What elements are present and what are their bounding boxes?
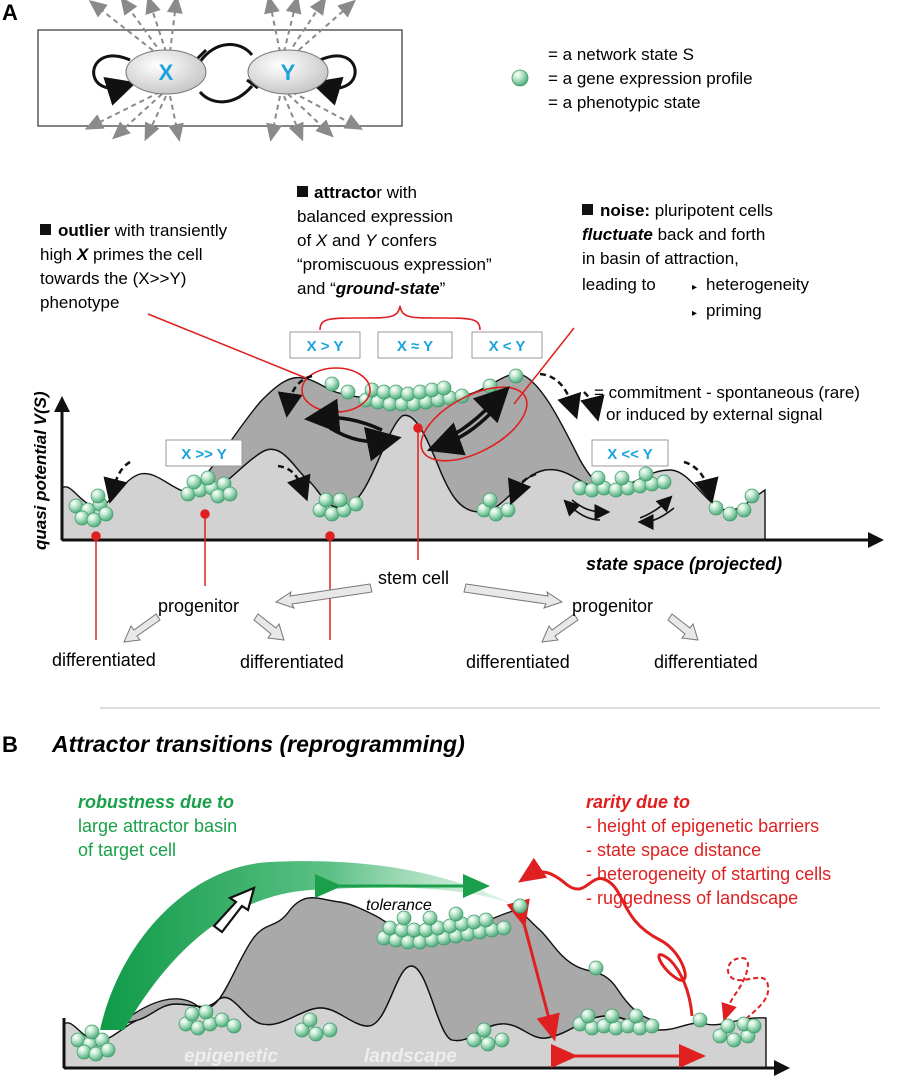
attractor-line-3-mid: and [327, 231, 365, 250]
attractor-line-3-rest: confers [376, 231, 436, 250]
rarity-item-4: - ruggedness of landscape [586, 888, 798, 908]
svg-text:▸: ▸ [692, 282, 697, 293]
noise-bold: noise: [600, 201, 650, 220]
attractor-bold: attracto [314, 183, 376, 202]
y-axis-arrow-icon [54, 396, 70, 412]
noise-fluctuate: fluctuate [582, 225, 653, 244]
attractor-brace [319, 305, 481, 331]
svg-text:outlier with transiently: outlier with transiently [58, 221, 228, 240]
robustness-arc [100, 861, 520, 1030]
rarity-item-1: - height of epigenetic barriers [586, 816, 819, 836]
attractor-line-5-post: ” [440, 279, 446, 298]
commitment-line-2: or induced by external signal [606, 405, 822, 424]
tolerance-label: tolerance [366, 897, 432, 914]
legend-line-1: = a network state S [548, 45, 694, 64]
x-axis-arrow-b-icon [774, 1060, 790, 1076]
svg-text:high X primes the cell: high X primes the cell [40, 245, 203, 264]
commitment-arrows [103, 372, 719, 506]
outlier-x: X [76, 245, 90, 264]
hollow-arrow-icon [212, 886, 256, 934]
outlier-annotation: outlier with transiently high X primes t… [40, 221, 228, 312]
attractor-annotation: attractor with balanced expression of X … [297, 183, 492, 298]
x-axis-label: state space (projected) [586, 554, 782, 574]
outlier-line-3: towards the (X>>Y) [40, 269, 186, 288]
attractor-y: Y [365, 231, 378, 250]
differentiated-2-label: differentiated [240, 652, 344, 672]
fluctuation-arrows [304, 386, 510, 462]
small-fluctuation-arrows [563, 495, 675, 530]
rarity-title: rarity due to [586, 792, 690, 812]
attractor-line-5-pre: and “ [297, 279, 336, 298]
noise-line-1: pluripotent cells [650, 201, 773, 220]
attractor-line-1: r with [376, 183, 417, 202]
network-diagram: X Y [37, 0, 403, 142]
svg-text:and “ground-state”: and “ground-state” [297, 279, 446, 298]
rarity-item-3: - heterogeneity of starting cells [586, 864, 831, 884]
noise-bullet-1: heterogeneity [706, 275, 810, 294]
panel-b-label: B [2, 732, 18, 757]
progenitor-right-label: progenitor [572, 596, 653, 616]
svg-text:▸: ▸ [692, 308, 697, 319]
outlier-line-2-pre: high [40, 245, 77, 264]
attractor-line-3-pre: of [297, 231, 316, 250]
panel-b-title: Attractor transitions (reprogramming) [51, 731, 465, 757]
svg-text:X < Y: X < Y [489, 338, 526, 355]
lineage-tree [123, 583, 699, 643]
attractor-x: X [315, 231, 328, 250]
rarity-item-2: - state space distance [586, 840, 761, 860]
attractor-line-2: balanced expression [297, 207, 453, 226]
robustness-line-3: of target cell [78, 840, 176, 860]
node-y-label: Y [281, 60, 296, 85]
noise-line-3: in basin of attraction, [582, 249, 739, 268]
outlier-line-1: with transiently [110, 221, 228, 240]
svg-text:of X and Y confers: of X and Y confers [297, 231, 437, 250]
state-box-xly: X < Y [471, 331, 543, 359]
panel-a-label: A [2, 0, 18, 25]
outlier-bold: outlier [58, 221, 110, 240]
noise-line-4: leading to [582, 275, 656, 294]
state-box-xlly: X << Y [591, 439, 669, 467]
svg-text:noise: pluripotent cells: noise: pluripotent cells [600, 201, 773, 220]
svg-text:X << Y: X << Y [607, 446, 653, 463]
svg-text:attractor with: attractor with [314, 183, 417, 202]
differentiated-1-label: differentiated [52, 650, 156, 670]
noise-bullet-2: priming [706, 301, 762, 320]
legend-line-2: = a gene expression profile [548, 69, 753, 88]
differentiated-3-label: differentiated [466, 652, 570, 672]
legend-line-3: = a phenotypic state [548, 93, 701, 112]
svg-text:fluctuate back and forth: fluctuate back and forth [582, 225, 765, 244]
x-axis-arrow-icon [868, 532, 884, 548]
differentiated-4-label: differentiated [654, 652, 758, 672]
noise-line-2: back and forth [653, 225, 765, 244]
attractor-line-4: “promiscuous expression” [297, 255, 492, 274]
svg-text:X >> Y: X >> Y [181, 446, 227, 463]
landscape-word-1: epigenetic [184, 1046, 278, 1067]
state-box-xggy: X >> Y [165, 439, 243, 467]
robustness-line-1: robustness due to [78, 792, 234, 812]
y-axis-label: quasi potential V(S) [31, 391, 50, 550]
landscape-word-2: landscape [364, 1046, 457, 1067]
svg-text:X ≈ Y: X ≈ Y [397, 338, 433, 355]
attractor-ground-state: ground-state [335, 279, 440, 298]
robustness-line-2: large attractor basin [78, 816, 237, 836]
stem-cell-label: stem cell [378, 568, 449, 588]
state-box-xgy: X > Y [289, 331, 361, 359]
noise-annotation: noise: pluripotent cells fluctuate back … [582, 201, 810, 320]
pointer-lines [91, 313, 575, 640]
legend-ball-icon [511, 69, 529, 87]
cell-states-b [70, 898, 762, 1062]
noise-highlight [420, 386, 528, 462]
outlier-line-4: phenotype [40, 293, 119, 312]
commitment-line-1: = commitment - spontaneous (rare) [594, 383, 860, 402]
node-x-label: X [159, 60, 174, 85]
outlier-line-2-rest: primes the cell [88, 245, 202, 264]
rarity-arrows [506, 857, 770, 1068]
progenitor-left-label: progenitor [158, 596, 239, 616]
state-box-xeqy: X ≈ Y [377, 331, 453, 359]
svg-text:X > Y: X > Y [307, 338, 344, 355]
